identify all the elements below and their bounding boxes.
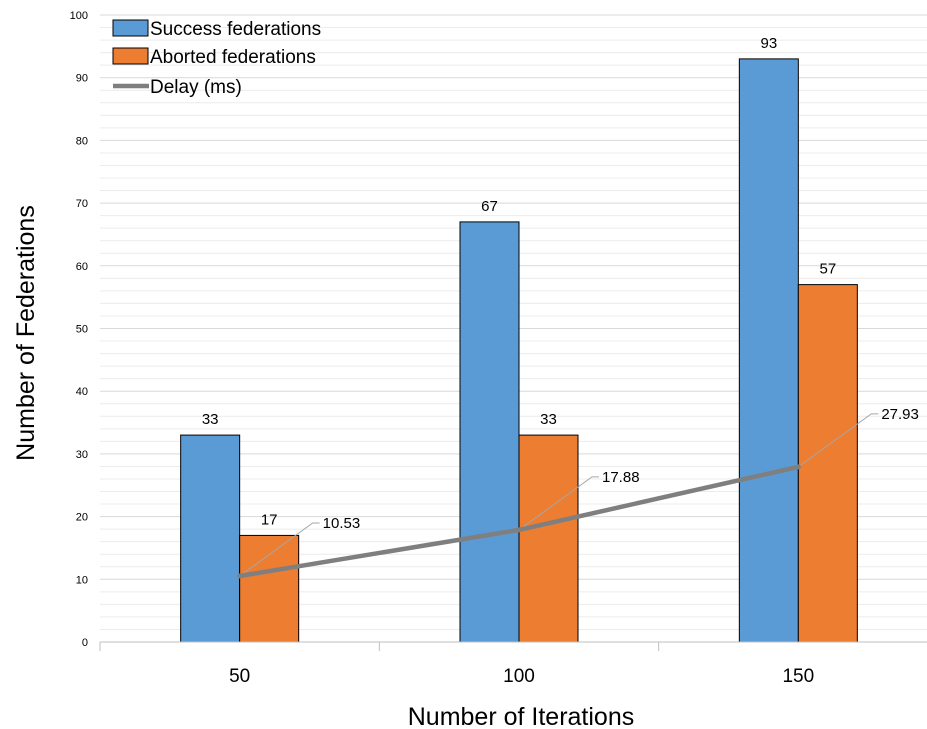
x-tick-label: 50 (229, 666, 250, 687)
legend-label: Success federations (150, 19, 321, 40)
aborted-bar (797, 284, 858, 643)
y-axis-ticks: 0 10 20 30 40 50 60 70 80 90 100 (70, 10, 88, 649)
data-labels: 33 67 93 17 33 57 10.53 17.88 27.93 (202, 35, 919, 532)
y-tick-label: 0 (82, 637, 88, 649)
legend-swatch (112, 19, 149, 37)
success-bar (459, 221, 520, 643)
delay-leader-lines (239, 413, 879, 577)
aborted-data-label: 17 (261, 511, 278, 528)
aborted-bar (518, 434, 579, 643)
success-data-label: 33 (202, 411, 219, 428)
success-bar (738, 58, 799, 643)
y-tick-label: 90 (76, 73, 88, 85)
delay-leader-line (239, 522, 320, 577)
aborted-data-label: 57 (819, 261, 836, 278)
y-tick-label: 70 (76, 198, 88, 210)
y-tick-label: 80 (76, 135, 88, 147)
delay-leader-line (518, 476, 599, 531)
legend-label: Aborted federations (150, 47, 316, 68)
success-data-label: 93 (760, 35, 777, 52)
x-tick-label: 100 (503, 666, 535, 687)
delay-point (795, 464, 801, 470)
legend-label: Delay (ms) (150, 77, 242, 98)
y-tick-label: 10 (76, 574, 88, 586)
delay-leader-line (798, 413, 879, 468)
x-tick-label: 150 (782, 666, 814, 687)
delay-point (516, 527, 522, 533)
legend-swatch (112, 47, 149, 65)
x-axis: 50 100 150 (99, 641, 927, 687)
y-axis-title: Number of Federations (12, 205, 40, 461)
y-tick-label: 20 (76, 512, 88, 524)
legend: Success federations Aborted federations De… (112, 19, 321, 98)
y-tick-label: 50 (76, 324, 88, 336)
y-tick-label: 40 (76, 386, 88, 398)
success-data-label: 67 (481, 198, 498, 215)
x-axis-title: Number of Iterations (408, 703, 635, 729)
delay-data-label: 10.53 (323, 515, 361, 532)
bars (180, 58, 858, 643)
delay-line (237, 464, 801, 579)
y-tick-label: 60 (76, 261, 88, 273)
y-tick-label: 30 (76, 449, 88, 461)
success-bar (180, 434, 241, 643)
y-tick-label: 100 (70, 10, 88, 22)
aborted-bar (239, 534, 300, 643)
delay-data-label: 17.88 (602, 469, 640, 486)
delay-point (237, 573, 243, 579)
delay-data-label: 27.93 (881, 406, 919, 423)
aborted-data-label: 33 (540, 411, 557, 428)
